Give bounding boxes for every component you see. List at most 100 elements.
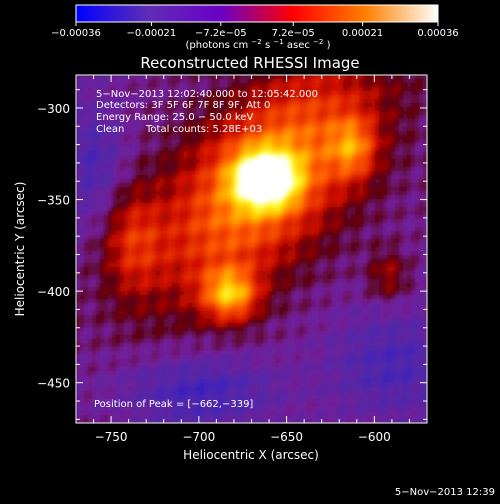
heatmap-cell [88, 379, 93, 384]
heatmap-cell [156, 79, 161, 84]
heatmap-cell [240, 187, 245, 192]
heatmap-cell [116, 259, 121, 264]
heatmap-cell [136, 135, 141, 140]
heatmap-cell [208, 267, 213, 272]
heatmap-cell [120, 323, 125, 328]
heatmap-cell [299, 411, 304, 416]
heatmap-cell [271, 391, 276, 396]
heatmap-cell [220, 183, 225, 188]
heatmap-cell [132, 203, 137, 208]
heatmap-cell [80, 323, 85, 328]
heatmap-cell [92, 175, 97, 180]
heatmap-cell [267, 231, 272, 236]
heatmap-cell [267, 395, 272, 400]
heatmap-cell [112, 411, 117, 416]
heatmap-cell [295, 403, 300, 408]
heatmap-cell [104, 271, 109, 276]
heatmap-cell [291, 139, 296, 144]
heatmap-cell [295, 183, 300, 188]
heatmap-cell [295, 383, 300, 388]
heatmap-cell [271, 191, 276, 196]
heatmap-cell [248, 303, 253, 308]
heatmap-cell [291, 407, 296, 412]
heatmap-cell [88, 335, 93, 340]
heatmap-cell [116, 367, 121, 372]
heatmap-cell [160, 183, 165, 188]
heatmap-cell [240, 147, 245, 152]
heatmap-cell [128, 355, 133, 360]
heatmap-cell [156, 163, 161, 168]
heatmap-cell [212, 347, 217, 352]
heatmap-cell [279, 235, 284, 240]
heatmap-cell [76, 119, 81, 124]
heatmap-cell [275, 151, 280, 156]
heatmap-cell [267, 203, 272, 208]
heatmap-cell [275, 259, 280, 264]
heatmap-cell [144, 147, 149, 152]
heatmap-cell [192, 307, 197, 312]
heatmap-cell [255, 335, 260, 340]
heatmap-cell [188, 355, 193, 360]
heatmap-cell [224, 291, 229, 296]
heatmap-cell [132, 359, 137, 364]
heatmap-cell [279, 135, 284, 140]
heatmap-cell [259, 315, 264, 320]
heatmap-cell [184, 207, 189, 212]
heatmap-cell [224, 287, 229, 292]
heatmap-cell [108, 391, 113, 396]
heatmap-cell [259, 239, 264, 244]
heatmap-cell [168, 75, 173, 80]
heatmap-cell [271, 167, 276, 172]
heatmap-cell [160, 371, 165, 376]
heatmap-cell [188, 155, 193, 160]
heatmap-cell [120, 343, 125, 348]
heatmap-cell [80, 371, 85, 376]
heatmap-cell [128, 159, 133, 164]
heatmap-cell [299, 363, 304, 368]
heatmap-cell [84, 239, 89, 244]
heatmap-cell [92, 311, 97, 316]
heatmap-cell [224, 159, 229, 164]
heatmap-cell [136, 295, 141, 300]
heatmap-cell [80, 75, 85, 80]
heatmap-cell [208, 299, 213, 304]
heatmap-cell [88, 111, 93, 116]
heatmap-cell [255, 375, 260, 380]
heatmap-cell [172, 347, 177, 352]
heatmap-cell [259, 183, 264, 188]
heatmap-cell [263, 411, 268, 416]
heatmap-cell [295, 363, 300, 368]
heatmap-cell [283, 371, 288, 376]
heatmap-cell [172, 383, 177, 388]
heatmap-cell [112, 271, 117, 276]
heatmap-cell [252, 363, 257, 368]
heatmap-cell [120, 351, 125, 356]
heatmap-cell [148, 163, 153, 168]
heatmap-cell [271, 383, 276, 388]
heatmap-cell [295, 223, 300, 228]
heatmap-cell [124, 283, 129, 288]
heatmap-cell [200, 195, 205, 200]
heatmap-cell [84, 367, 89, 372]
heatmap-cell [263, 303, 268, 308]
heatmap-cell [176, 371, 181, 376]
heatmap-cell [160, 167, 165, 172]
heatmap-cell [220, 367, 225, 372]
heatmap-cell [128, 255, 133, 260]
heatmap-cell [92, 191, 97, 196]
heatmap-cell [188, 259, 193, 264]
heatmap-cell [259, 243, 264, 248]
heatmap-cell [164, 79, 169, 84]
heatmap-cell [140, 363, 145, 368]
heatmap-cell [236, 259, 241, 264]
heatmap-cell [184, 75, 189, 80]
heatmap-cell [263, 267, 268, 272]
heatmap-cell [283, 159, 288, 164]
heatmap-cell [200, 167, 205, 172]
heatmap-cell [108, 215, 113, 220]
heatmap-cell [132, 243, 137, 248]
heatmap-cell [220, 227, 225, 232]
heatmap-cell [255, 187, 260, 192]
heatmap-cell [100, 227, 105, 232]
heatmap-cell [116, 83, 121, 88]
